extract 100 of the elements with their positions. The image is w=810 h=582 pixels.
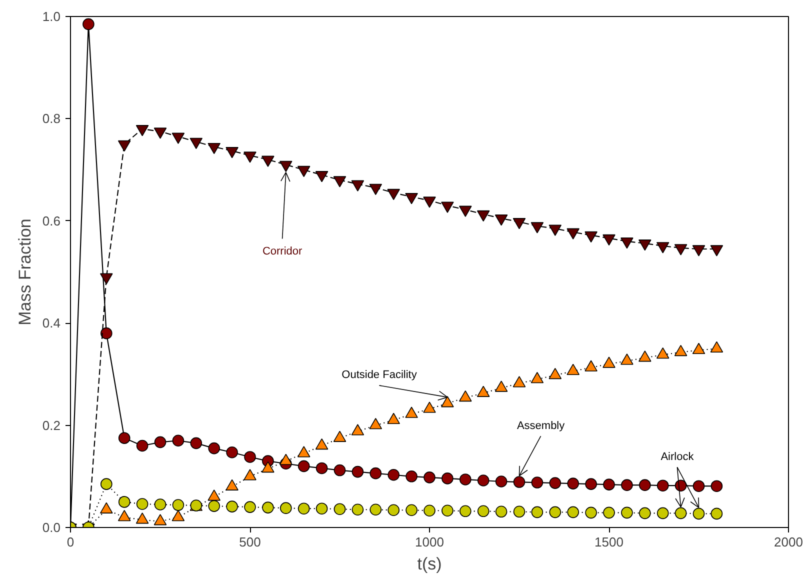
point <box>136 440 148 452</box>
y-tick-label: 1.0 <box>42 9 61 24</box>
text: Airlock <box>660 450 694 463</box>
point <box>406 504 418 516</box>
point <box>154 128 167 139</box>
point <box>154 436 166 448</box>
y-tick-label: 0.4 <box>42 316 61 331</box>
point <box>172 499 184 511</box>
point <box>710 245 724 256</box>
point <box>567 478 579 490</box>
point <box>298 502 310 514</box>
text: Corridor <box>262 246 303 258</box>
point <box>423 196 436 208</box>
point <box>334 503 346 515</box>
point <box>530 222 544 234</box>
point <box>531 506 544 518</box>
x-tick-label: 1500 <box>594 534 624 550</box>
point <box>100 273 113 284</box>
text: Assembly <box>516 420 566 432</box>
point <box>424 504 436 517</box>
point <box>297 166 310 178</box>
point <box>118 432 130 444</box>
point <box>459 206 472 217</box>
point <box>118 140 131 152</box>
point <box>100 478 112 490</box>
point <box>674 244 688 256</box>
point <box>280 502 292 514</box>
point <box>549 506 562 518</box>
point <box>333 176 346 188</box>
text: Outside Facility <box>342 369 418 382</box>
point <box>476 210 490 222</box>
point <box>710 508 723 520</box>
point <box>315 171 328 182</box>
point <box>262 502 274 514</box>
point <box>388 504 400 516</box>
point <box>513 506 526 518</box>
point <box>262 156 274 167</box>
point <box>692 508 705 520</box>
y-tick-label: 0.2 <box>42 418 61 433</box>
point <box>656 507 669 520</box>
point <box>316 502 328 514</box>
point <box>656 242 670 254</box>
y-axis-title: Mass Fraction <box>15 218 34 326</box>
point <box>710 480 723 492</box>
point <box>172 434 184 447</box>
point <box>352 466 364 478</box>
point <box>639 479 651 491</box>
point <box>316 462 328 474</box>
point <box>369 184 382 196</box>
point <box>639 507 651 520</box>
point <box>352 504 364 516</box>
point <box>621 506 633 519</box>
point <box>405 193 418 204</box>
x-axis-title: t(s) <box>417 554 442 574</box>
point <box>136 512 149 524</box>
point <box>208 142 220 154</box>
point <box>692 480 705 492</box>
point <box>208 442 220 454</box>
x-tick-label: 2000 <box>774 534 803 550</box>
point <box>208 500 220 512</box>
point <box>370 467 382 480</box>
point <box>190 437 202 450</box>
point <box>495 506 508 518</box>
point <box>531 476 544 488</box>
point <box>621 479 633 491</box>
point <box>584 231 598 243</box>
x-tick-label: 500 <box>239 534 261 550</box>
point <box>406 470 418 482</box>
point <box>549 477 562 489</box>
point <box>674 507 687 520</box>
point <box>585 478 597 490</box>
point <box>494 214 508 226</box>
x-tick-label: 1000 <box>415 534 444 550</box>
point <box>585 506 597 519</box>
point <box>136 498 148 510</box>
point <box>334 464 346 476</box>
point <box>244 152 256 163</box>
y-tick-label: 0.6 <box>42 213 61 228</box>
point <box>244 451 256 463</box>
point <box>620 237 634 249</box>
point <box>226 147 238 158</box>
point <box>548 224 562 236</box>
point <box>154 498 166 510</box>
point <box>442 504 454 517</box>
point <box>172 132 185 144</box>
point <box>370 504 382 516</box>
point <box>351 180 364 192</box>
point <box>118 496 130 508</box>
point <box>603 478 615 490</box>
point <box>136 125 149 136</box>
point <box>387 188 400 200</box>
point <box>477 505 490 518</box>
point <box>388 468 400 481</box>
point <box>603 506 615 519</box>
point <box>441 202 454 213</box>
point <box>513 476 526 488</box>
point <box>100 327 112 340</box>
point <box>512 218 526 230</box>
point <box>226 446 238 458</box>
point <box>495 476 508 488</box>
